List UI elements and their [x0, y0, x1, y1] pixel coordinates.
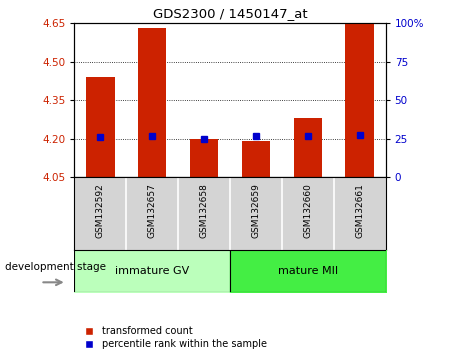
Bar — [242, 141, 270, 177]
Text: GSM132658: GSM132658 — [200, 183, 208, 238]
Bar — [345, 18, 374, 177]
Bar — [190, 138, 218, 177]
Bar — [294, 118, 322, 177]
Text: mature MII: mature MII — [278, 266, 338, 276]
Text: immature GV: immature GV — [115, 266, 189, 276]
Text: GSM132659: GSM132659 — [252, 183, 260, 238]
Text: GSM132592: GSM132592 — [96, 183, 105, 238]
Text: GSM132657: GSM132657 — [148, 183, 156, 238]
Bar — [138, 28, 166, 177]
Legend: transformed count, percentile rank within the sample: transformed count, percentile rank withi… — [79, 326, 267, 349]
Text: development stage: development stage — [5, 262, 106, 272]
Text: GSM132661: GSM132661 — [355, 183, 364, 238]
Title: GDS2300 / 1450147_at: GDS2300 / 1450147_at — [153, 7, 307, 21]
Bar — [86, 77, 115, 177]
Text: GSM132660: GSM132660 — [304, 183, 312, 238]
